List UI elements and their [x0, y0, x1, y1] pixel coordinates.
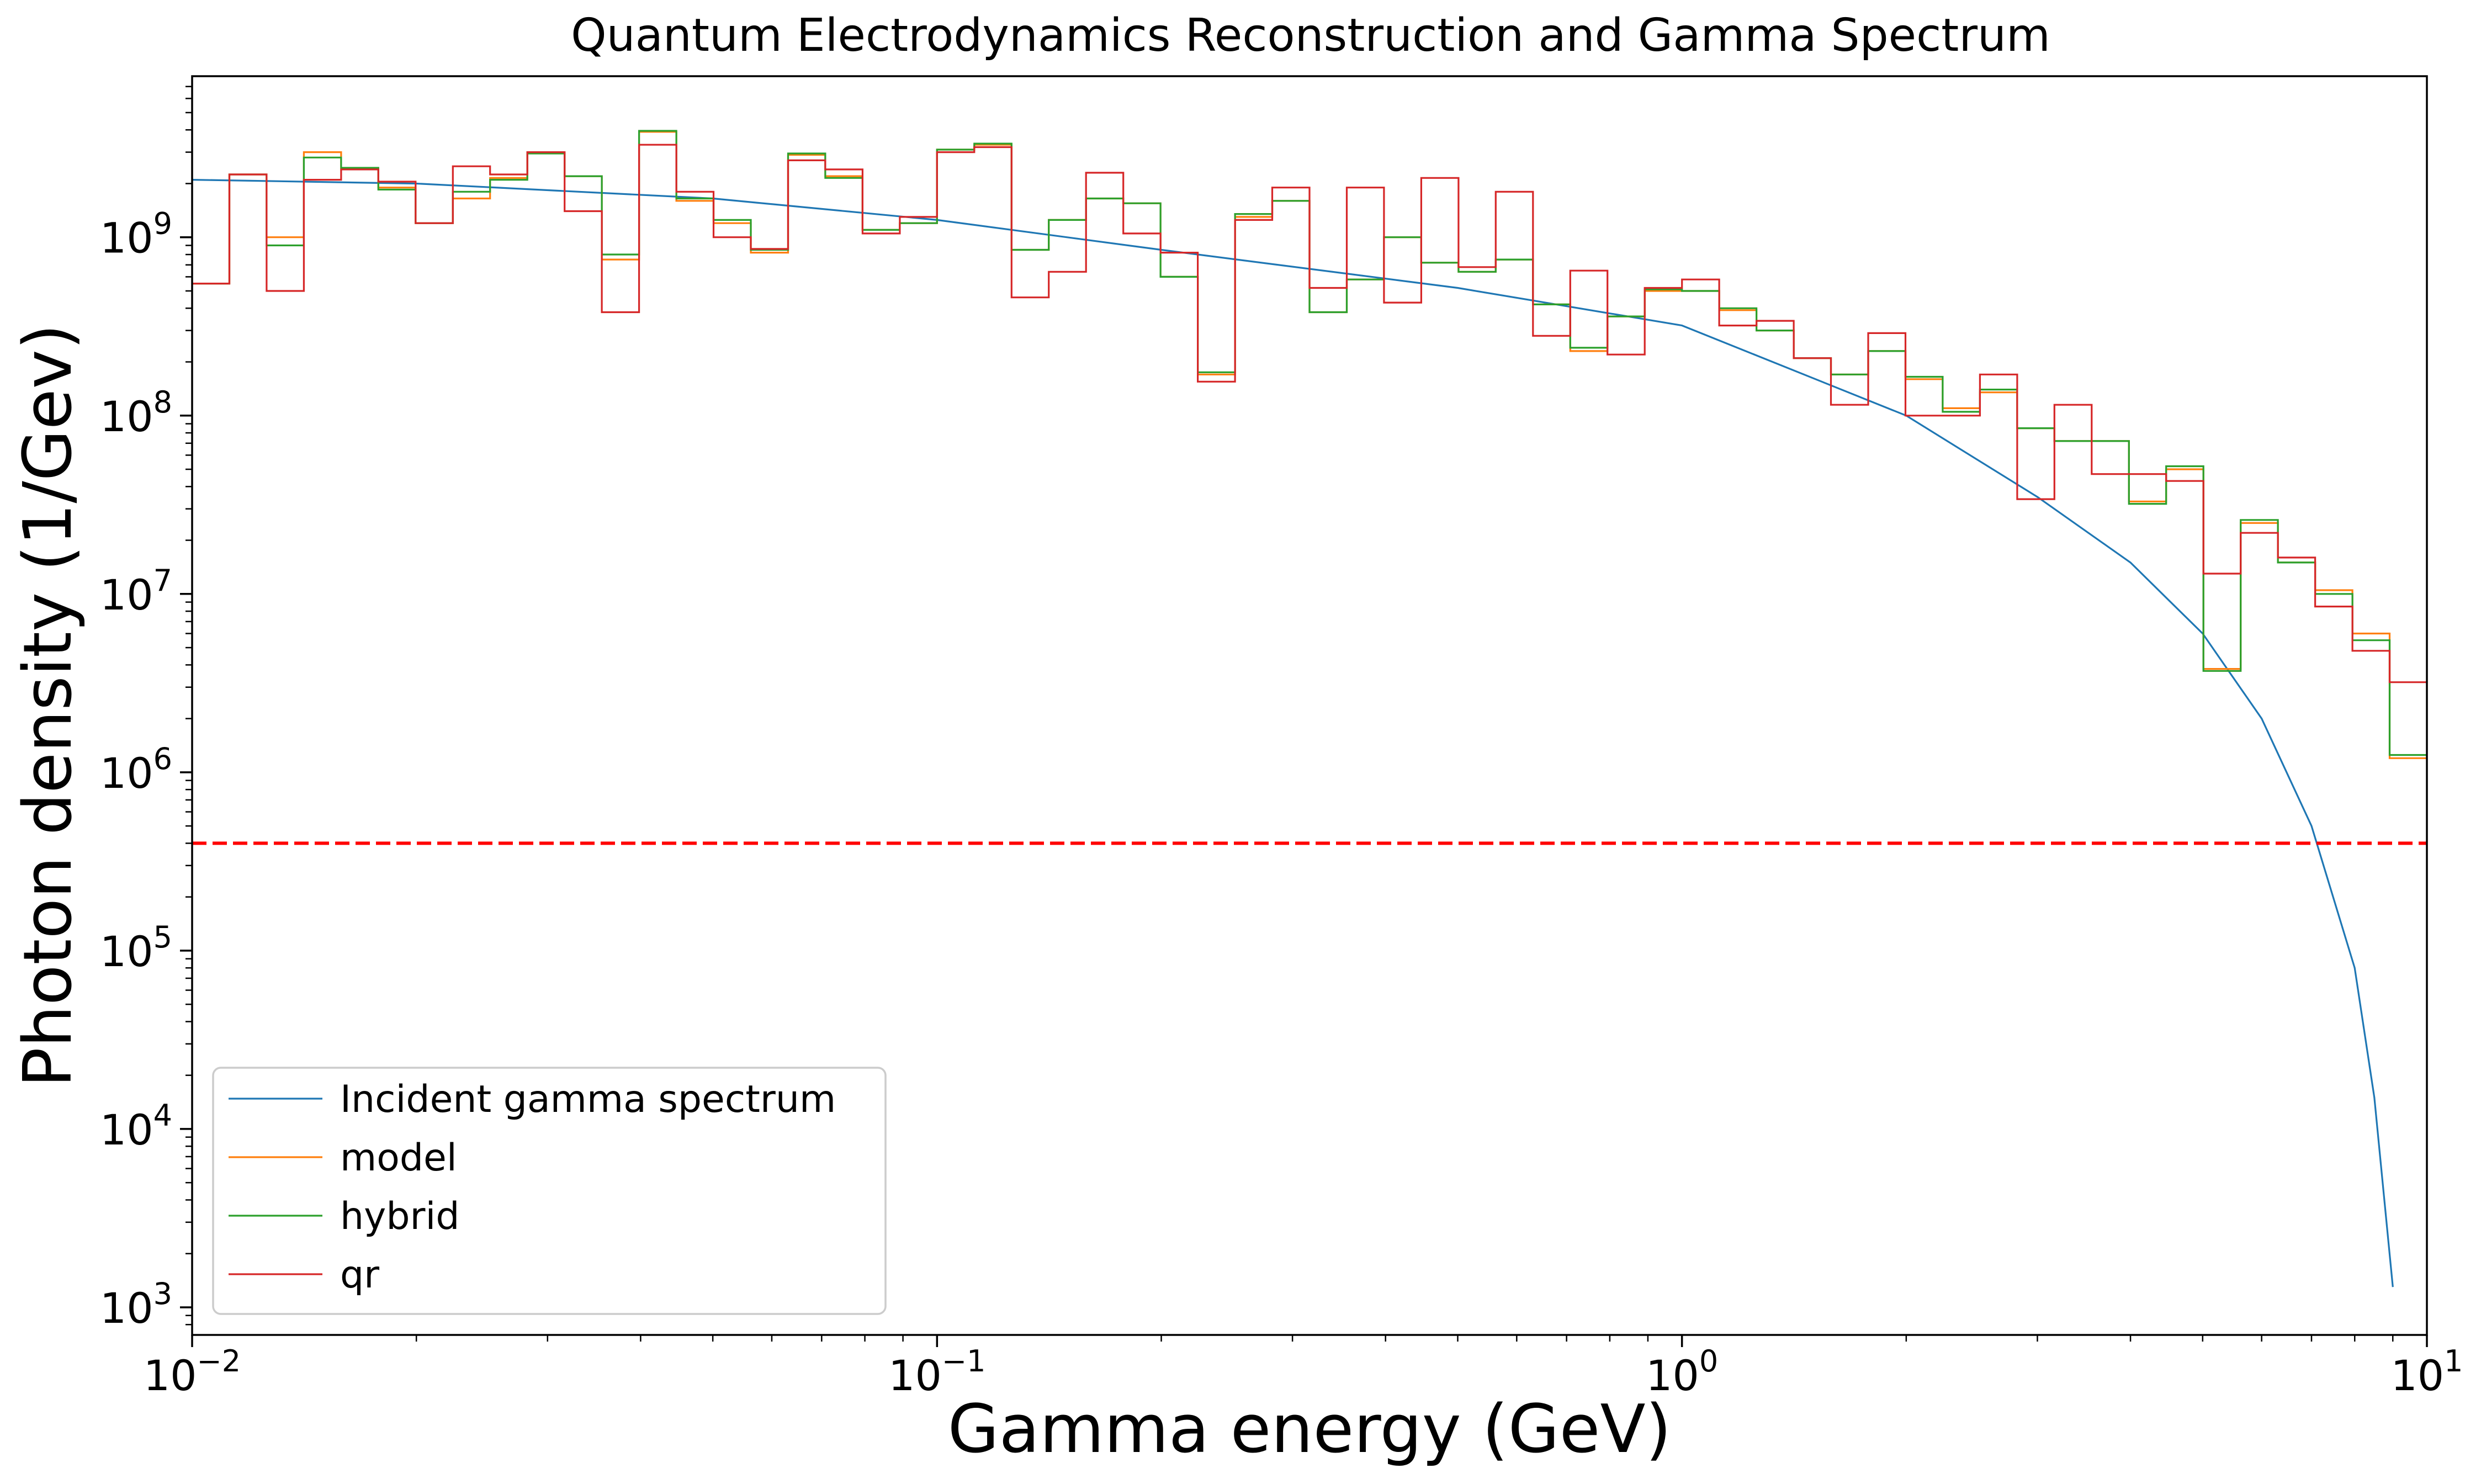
axes-frame: [191, 75, 2428, 1336]
y-tick-exponent: 8: [153, 385, 172, 420]
x-tick-label: 100: [1646, 1344, 1718, 1400]
legend-box: [212, 1067, 887, 1315]
x-tick-label: 10−1: [888, 1344, 985, 1400]
y-tick-base: 10: [100, 927, 153, 976]
y-tick-exponent: 3: [153, 1276, 172, 1311]
x-axis-label: Gamma energy (GeV): [948, 1391, 1672, 1468]
chart-title: Quantum Electrodynamics Reconstruction a…: [571, 9, 2050, 62]
legend-label: qr: [340, 1253, 379, 1297]
x-tick-label: 10−2: [144, 1344, 241, 1400]
y-tick-label: 109: [100, 206, 172, 263]
y-tick-label: 107: [100, 563, 172, 619]
x-tick-base: 10: [1646, 1351, 1699, 1400]
y-tick-base: 10: [100, 392, 153, 441]
y-tick-exponent: 5: [153, 920, 172, 955]
y-tick-base: 10: [100, 1284, 153, 1333]
legend-label: model: [340, 1136, 457, 1180]
y-tick-base: 10: [100, 749, 153, 798]
y-tick-exponent: 9: [153, 206, 172, 241]
plot-area: [192, 130, 2427, 1287]
series-incident-gamma-spectrum-line: [192, 179, 2394, 1287]
x-tick-exponent: −2: [197, 1344, 241, 1379]
x-tick-exponent: 0: [1699, 1344, 1718, 1379]
x-tick-label: 101: [2390, 1344, 2463, 1400]
y-axis-label: Photon density (1/Gev): [10, 324, 87, 1088]
y-tick-exponent: 4: [153, 1098, 172, 1133]
legend: Incident gamma spectrum model hybrid qr: [212, 1067, 887, 1315]
y-tick-exponent: 6: [153, 741, 172, 776]
y-tick-label: 104: [100, 1098, 172, 1154]
legend-label: Incident gamma spectrum: [340, 1078, 836, 1121]
y-tick-base: 10: [100, 1105, 153, 1154]
x-tick-exponent: −1: [942, 1344, 986, 1379]
x-tick-base: 10: [888, 1351, 942, 1400]
y-tick-base: 10: [100, 214, 153, 263]
y-tick-label: 108: [100, 385, 172, 441]
y-tick-base: 10: [100, 570, 153, 619]
y-tick-label: 103: [100, 1276, 172, 1333]
y-tick-label: 105: [100, 920, 172, 976]
x-tick-base: 10: [2390, 1351, 2444, 1400]
series-qr-line: [192, 144, 2427, 683]
x-tick-exponent: 1: [2444, 1344, 2463, 1379]
legend-label: hybrid: [340, 1195, 460, 1238]
y-tick-label: 106: [100, 741, 172, 798]
x-tick-base: 10: [144, 1351, 197, 1400]
y-tick-exponent: 7: [153, 563, 172, 598]
